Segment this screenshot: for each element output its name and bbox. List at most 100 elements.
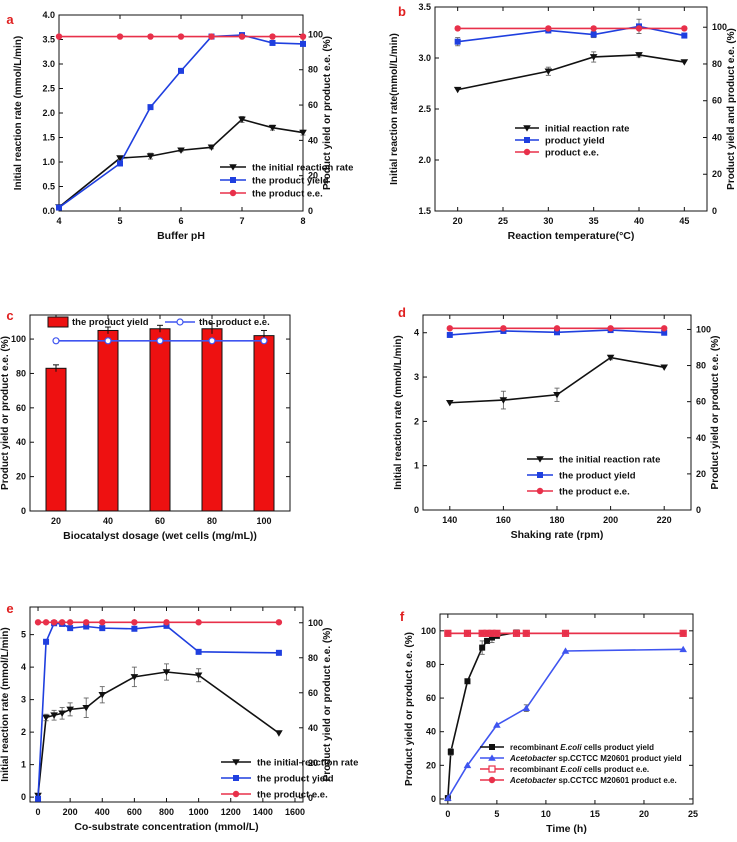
data-point	[269, 39, 276, 46]
series-line	[447, 631, 517, 799]
data-point	[524, 137, 530, 143]
series-2	[446, 325, 668, 332]
y-tick-label: 2	[21, 727, 26, 737]
data-point	[275, 649, 282, 656]
series-line	[58, 118, 304, 208]
data-point	[635, 25, 643, 32]
data-point	[99, 619, 106, 626]
y-tick-label: 4	[21, 662, 26, 672]
legend-label: Acetobacter sp.CCTCC M20601 product e.e.	[509, 776, 677, 785]
y-right-tick-label: 80	[696, 361, 706, 371]
data-point	[238, 116, 246, 123]
y-right-axis-label: Product yield or product e.e. (%)	[322, 628, 333, 782]
bar	[149, 328, 171, 512]
y-tick-label: 2.5	[42, 84, 55, 94]
data-point	[43, 638, 50, 645]
y-right-tick-label: 60	[696, 397, 706, 407]
y-axis-label: Initial reaction rate(mmol/L/min)	[389, 33, 400, 185]
data-point	[484, 637, 491, 644]
data-point	[299, 129, 307, 137]
data-point	[50, 712, 58, 719]
series-1	[454, 18, 688, 47]
data-point	[489, 744, 495, 750]
legend: the product yield the product e.e.	[47, 316, 270, 328]
y-tick-label: 3	[21, 695, 26, 705]
legend-label: initial reaction rate	[545, 124, 629, 135]
data-point	[523, 630, 530, 637]
x-tick-label: 80	[207, 516, 217, 526]
data-point	[117, 160, 123, 167]
y-right-tick-label: 80	[308, 653, 318, 663]
data-point	[232, 790, 240, 798]
data-point	[561, 647, 570, 654]
legend: the initial reaction rate the product yie…	[527, 455, 660, 498]
x-tick-label: 220	[657, 515, 672, 525]
data-point	[299, 33, 307, 40]
y-tick-label: 100	[11, 334, 26, 344]
y-right-tick-label: 0	[712, 206, 717, 216]
legend-label: the product e.e.	[559, 487, 630, 498]
data-point	[67, 625, 74, 632]
legend: the initial reaction rate the product yie…	[221, 758, 358, 801]
data-point	[479, 644, 486, 651]
data-point	[195, 648, 202, 655]
data-point	[275, 730, 283, 737]
y-tick-label: 1.5	[42, 133, 55, 143]
x-tick-label: 1200	[221, 807, 241, 817]
data-point	[536, 487, 544, 495]
data-point	[606, 354, 615, 362]
data-point	[536, 456, 544, 463]
x-tick-label: 25	[498, 216, 508, 226]
legend-label: the product yield	[257, 774, 334, 785]
plot-frame	[439, 613, 694, 805]
data-point	[463, 761, 472, 769]
x-tick-label: 5	[494, 809, 499, 819]
y-tick-label: 80	[16, 368, 26, 378]
bar	[201, 328, 223, 512]
series-0	[45, 323, 275, 512]
data-point	[607, 325, 614, 332]
y-right-tick-label: 40	[696, 433, 706, 443]
series-2	[55, 33, 307, 40]
chart-panel-c: c 20 40 60 80 100 0 20 40 60 80 100 Biocatalyst dosa…	[0, 308, 291, 542]
data-point	[444, 630, 452, 637]
x-axis-label: Reaction temperature(°C)	[508, 230, 635, 242]
y-right-axis-label: Product yield or product e.e. (%)	[710, 336, 721, 490]
x-tick-label: 200	[63, 807, 78, 817]
data-point	[229, 164, 237, 171]
y-right-tick-label: 100	[308, 618, 323, 628]
data-point	[42, 619, 50, 626]
legend-label: the initial reaction rate	[257, 758, 358, 769]
data-point	[178, 67, 184, 74]
y-tick-label: 0.0	[42, 206, 55, 216]
data-point	[156, 337, 164, 345]
legend-label: the product e.e.	[257, 790, 328, 801]
x-tick-label: 7	[239, 216, 244, 226]
data-point	[454, 25, 461, 32]
x-tick-label: 60	[155, 516, 165, 526]
x-tick-label: 100	[256, 516, 271, 526]
y-right-tick-label: 40	[308, 723, 318, 733]
data-point	[207, 144, 216, 151]
x-tick-label: 20	[51, 516, 61, 526]
data-point	[589, 54, 598, 61]
y-tick-label: 1.5	[418, 206, 431, 216]
x-tick-label: 600	[127, 807, 142, 817]
x-tick-label: 35	[589, 216, 599, 226]
x-tick-label: 25	[688, 809, 698, 819]
x-tick-label: 45	[679, 216, 689, 226]
y-tick-label: 0	[21, 506, 26, 516]
data-point	[104, 337, 112, 345]
series-0	[446, 354, 668, 410]
series-1	[444, 645, 687, 801]
series-line	[58, 34, 304, 209]
data-point	[446, 325, 453, 332]
data-point	[523, 148, 531, 156]
x-tick-label: 20	[639, 809, 649, 819]
y-tick-label: 4	[414, 328, 419, 338]
data-point	[98, 691, 107, 699]
y-right-tick-label: 0	[308, 206, 313, 216]
series-2	[34, 619, 283, 626]
chart-panel-e: e0 200 400 600 800 1000 1200 1400 16000123450204…	[0, 601, 358, 833]
data-point	[500, 325, 507, 332]
